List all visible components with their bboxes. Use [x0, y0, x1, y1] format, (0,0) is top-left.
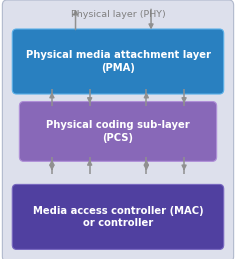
- Text: Physical layer (PHY): Physical layer (PHY): [71, 10, 165, 19]
- FancyBboxPatch shape: [12, 29, 224, 94]
- FancyBboxPatch shape: [12, 184, 224, 249]
- Text: Media access controller (MAC)
or controller: Media access controller (MAC) or control…: [33, 205, 203, 228]
- Text: Physical coding sub-layer
(PCS): Physical coding sub-layer (PCS): [46, 120, 190, 143]
- Text: Physical media attachment layer
(PMA): Physical media attachment layer (PMA): [25, 50, 211, 73]
- FancyBboxPatch shape: [19, 102, 217, 161]
